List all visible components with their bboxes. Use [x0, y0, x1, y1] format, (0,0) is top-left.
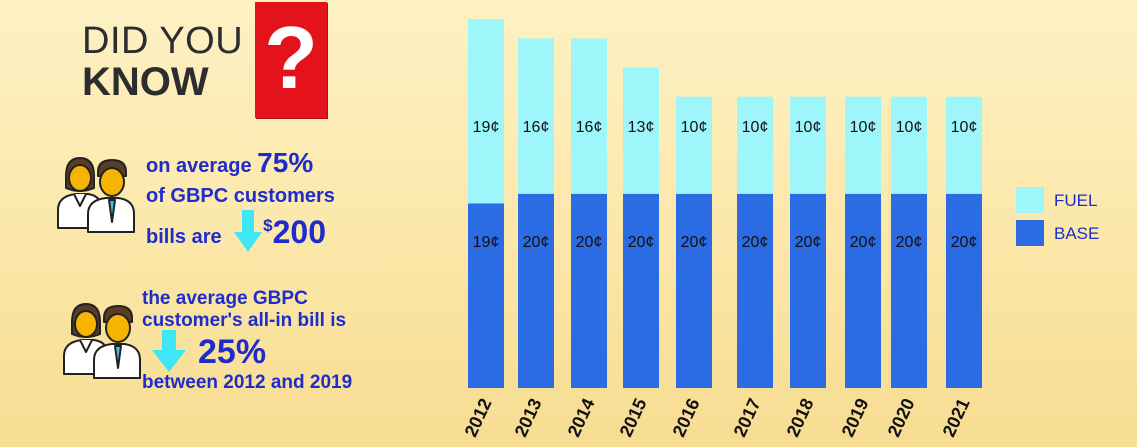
down-arrow-icon	[152, 330, 186, 372]
label-fuel-2021: 10¢	[951, 119, 978, 136]
down-arrow-icon	[234, 210, 262, 252]
question-mark: ?	[264, 8, 318, 107]
tick-label-2013: 2013	[511, 395, 546, 440]
bar-fuel-2015	[623, 67, 659, 194]
label-base-2014: 20¢	[576, 234, 603, 251]
label-base-2021: 20¢	[951, 234, 978, 251]
bar-base-2020	[891, 193, 927, 388]
tick-label-2019: 2019	[838, 395, 873, 440]
label-fuel-2019: 10¢	[850, 119, 877, 136]
fact2-percentage: 25%	[198, 333, 267, 371]
label-fuel-2020: 10¢	[896, 119, 923, 136]
fact-customers-bills: on average 75% of GBPC customers bills a…	[146, 148, 335, 252]
bar-base-2014	[571, 193, 607, 388]
tick-label-2021: 2021	[939, 395, 974, 440]
bar-fuel-2016	[676, 96, 712, 194]
label-fuel-2016: 10¢	[681, 119, 708, 136]
label-fuel-2013: 16¢	[523, 119, 550, 136]
bar-base-2019	[845, 193, 881, 388]
tick-label-2018: 2018	[783, 395, 818, 440]
fact1-amount: 200	[272, 214, 327, 250]
fact1-dollar-sign: $	[263, 216, 273, 235]
label-base-2019: 20¢	[850, 234, 877, 251]
label-fuel-2014: 16¢	[576, 119, 603, 136]
label-base-2013: 20¢	[523, 234, 550, 251]
bar-base-2017	[737, 193, 773, 388]
people-icon	[63, 303, 141, 379]
label-fuel-2017: 10¢	[742, 119, 769, 136]
label-base-2015: 20¢	[628, 234, 655, 251]
fact2-line4: between 2012 and 2019	[142, 372, 353, 393]
label-fuel-2015: 13¢	[628, 119, 655, 136]
tick-label-2015: 2015	[616, 395, 651, 440]
people-icon	[57, 157, 135, 233]
bar-base-2013	[518, 193, 554, 388]
bar-base-2021	[946, 193, 982, 388]
bar-base-2016	[676, 193, 712, 388]
title-line-2: KNOW	[82, 60, 209, 104]
title-line-1: DID YOU	[82, 20, 244, 62]
label-base-2012: 19¢	[473, 234, 500, 251]
fact1-line1-prefix: on average	[146, 155, 258, 177]
tick-label-2017: 2017	[730, 395, 765, 440]
fact2-line1: the average GBPC	[142, 288, 308, 309]
label-base-2020: 20¢	[896, 234, 923, 251]
legend-label-fuel: FUEL	[1054, 191, 1097, 210]
bar-fuel-2013	[518, 38, 554, 194]
bar-fuel-2014	[571, 38, 607, 194]
fact2-line2: customer's all-in bill is	[142, 310, 347, 331]
label-base-2016: 20¢	[681, 234, 708, 251]
bar-base-2015	[623, 193, 659, 388]
bar-fuel-2017	[737, 96, 773, 194]
fact1-percentage: 75%	[257, 147, 314, 178]
bar-fuel-2021	[946, 96, 982, 194]
label-base-2017: 20¢	[742, 234, 769, 251]
fact1-line3-prefix: bills are	[146, 226, 228, 248]
tick-label-2014: 2014	[564, 395, 599, 440]
bar-base-2012	[468, 203, 504, 388]
bar-fuel-2018	[790, 96, 826, 194]
bar-base-2018	[790, 193, 826, 388]
legend-label-base: BASE	[1054, 224, 1099, 243]
bar-fuel-2020	[891, 96, 927, 194]
legend-swatch-base	[1016, 220, 1044, 246]
question-mark-box: ?	[255, 2, 327, 118]
label-fuel-2018: 10¢	[795, 119, 822, 136]
bar-fuel-2019	[845, 96, 881, 194]
label-base-2018: 20¢	[795, 234, 822, 251]
label-fuel-2012: 19¢	[473, 119, 500, 136]
bar-fuel-2012	[468, 19, 504, 204]
tick-label-2012: 2012	[461, 395, 496, 440]
tick-label-2020: 2020	[884, 395, 919, 440]
did-you-know-title: DID YOU KNOW	[82, 22, 243, 102]
fact1-line2: of GBPC customers	[146, 185, 335, 207]
fact-all-in-bill: the average GBPC customer's all-in bill …	[142, 288, 352, 394]
legend-swatch-fuel	[1016, 187, 1044, 213]
tick-label-2016: 2016	[669, 395, 704, 440]
